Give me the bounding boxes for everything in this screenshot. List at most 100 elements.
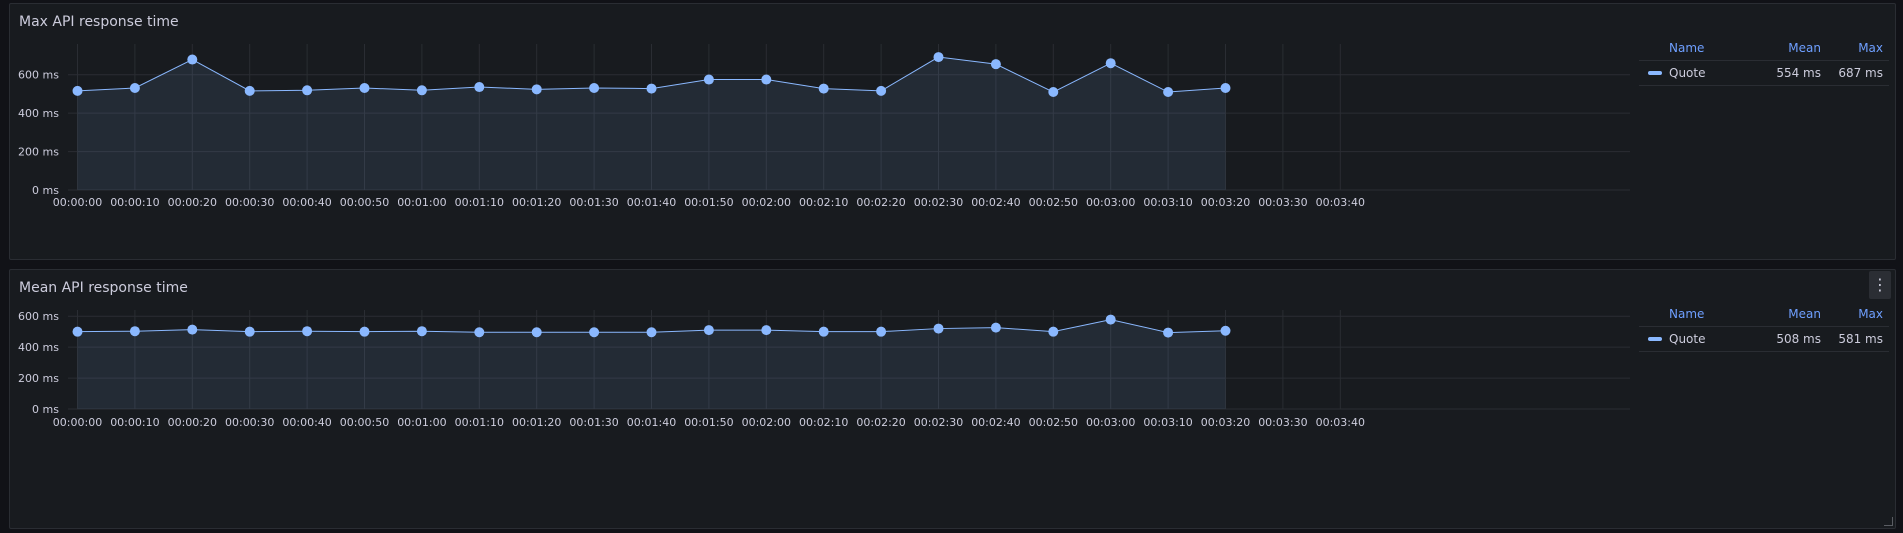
data-point [244,326,255,337]
x-tick-label: 00:01:30 [569,196,618,209]
panel-max-api-response-time: Max API response time 0 ms 200 ms 400 ms 60… [9,3,1896,260]
data-point [589,327,600,338]
x-tick-label: 00:01:50 [684,416,733,429]
legend-row-quote[interactable]: Quote 508 ms 581 ms [1639,327,1889,352]
x-tick-label: 00:00:40 [282,416,331,429]
x-tick-label: 00:02:50 [1029,196,1078,209]
x-tick-label: 00:03:40 [1316,196,1365,209]
x-tick-label: 00:01:10 [455,196,504,209]
legend-series-max: 581 ms [1838,332,1883,346]
data-point [818,83,829,94]
data-point [474,327,485,338]
data-point [990,59,1001,70]
x-tick-label: 00:02:10 [799,196,848,209]
data-point [359,82,370,93]
x-tick-label: 00:02:00 [742,416,791,429]
x-tick-label: 00:03:20 [1201,196,1250,209]
y-tick-label: 600 ms [18,69,59,82]
data-point [359,326,370,337]
x-tick-label: 00:03:10 [1143,416,1192,429]
legend-header-max[interactable]: Max [1858,307,1883,321]
max-response-chart[interactable]: 0 ms 200 ms 400 ms 600 ms 00:00:00 00:00:10 00… [10,4,1630,261]
legend-header-max[interactable]: Max [1858,41,1883,55]
x-tick-label: 00:02:40 [971,196,1020,209]
x-tick-label: 00:00:20 [168,196,217,209]
legend-header-mean[interactable]: Mean [1788,41,1821,55]
data-point [72,326,83,337]
x-tick-label: 00:00:00 [53,196,102,209]
y-tick-label: 400 ms [18,341,59,354]
legend: Name Mean Max Quote 554 ms 687 ms [1639,36,1889,86]
x-tick-label: 00:00:50 [340,416,389,429]
data-point [1163,87,1174,98]
data-point [129,82,140,93]
data-point [1163,327,1174,338]
legend-series-max: 687 ms [1838,66,1883,80]
data-point [818,326,829,337]
data-point [416,326,427,337]
x-tick-label: 00:02:20 [856,416,905,429]
legend-header: Name Mean Max [1639,36,1889,61]
data-point [876,326,887,337]
data-point [302,326,313,337]
legend-row-quote[interactable]: Quote 554 ms 687 ms [1639,61,1889,86]
data-point [933,52,944,63]
x-tick-label: 00:01:20 [512,196,561,209]
data-point [703,325,714,336]
x-tick-label: 00:02:20 [856,196,905,209]
x-tick-label: 00:02:30 [914,416,963,429]
x-tick-label: 00:02:10 [799,416,848,429]
y-tick-label: 0 ms [32,403,59,416]
panel-title[interactable]: Mean API response time [19,280,188,296]
legend-series-mean: 554 ms [1776,66,1821,80]
data-point [646,83,657,94]
data-point [302,85,313,96]
legend-series-name[interactable]: Quote [1639,332,1751,346]
series-color-swatch [1648,71,1662,75]
x-tick-label: 00:02:50 [1029,416,1078,429]
legend: Name Mean Max Quote 508 ms 581 ms [1639,302,1889,352]
data-point [1105,58,1116,69]
data-point [1048,87,1059,98]
data-point [187,324,198,335]
x-tick-label: 00:03:10 [1143,196,1192,209]
y-tick-label: 200 ms [18,372,59,385]
data-point [646,327,657,338]
legend-header-name[interactable]: Name [1669,41,1705,55]
x-tick-label: 00:02:30 [914,196,963,209]
panel-mean-api-response-time: Mean API response time ⋮ 0 ms 200 ms 400 m… [9,269,1896,529]
x-tick-label: 00:02:00 [742,196,791,209]
legend-header: Name Mean Max [1639,302,1889,327]
panel-title[interactable]: Max API response time [19,14,179,30]
x-tick-label: 00:01:20 [512,416,561,429]
data-point [1220,325,1231,336]
data-point [416,85,427,96]
x-tick-label: 00:00:40 [282,196,331,209]
data-point [474,82,485,93]
legend-header-name[interactable]: Name [1669,307,1705,321]
x-tick-label: 00:03:20 [1201,416,1250,429]
data-point [990,322,1001,333]
mean-response-chart[interactable]: 0 ms 200 ms 400 ms 600 ms 00:00:00 00:00:10 00… [10,270,1630,530]
data-point [589,82,600,93]
data-point [761,74,772,85]
x-tick-label: 00:01:00 [397,196,446,209]
legend-header-mean[interactable]: Mean [1788,307,1821,321]
data-point [761,325,772,336]
panel-resize-handle[interactable] [1884,517,1893,526]
legend-series-name[interactable]: Quote [1639,66,1751,80]
data-point [933,323,944,334]
kebab-menu-icon: ⋮ [1872,275,1888,294]
data-point [531,327,542,338]
data-point [72,85,83,96]
x-tick-label: 00:03:00 [1086,196,1135,209]
x-tick-label: 00:01:50 [684,196,733,209]
data-point [1220,82,1231,93]
x-tick-label: 00:03:40 [1316,416,1365,429]
legend-series-label: Quote [1669,332,1706,346]
panel-menu-button[interactable]: ⋮ [1869,271,1891,299]
y-tick-label: 200 ms [18,146,59,159]
x-tick-label: 00:03:30 [1258,196,1307,209]
data-point [703,74,714,85]
legend-series-mean: 508 ms [1776,332,1821,346]
